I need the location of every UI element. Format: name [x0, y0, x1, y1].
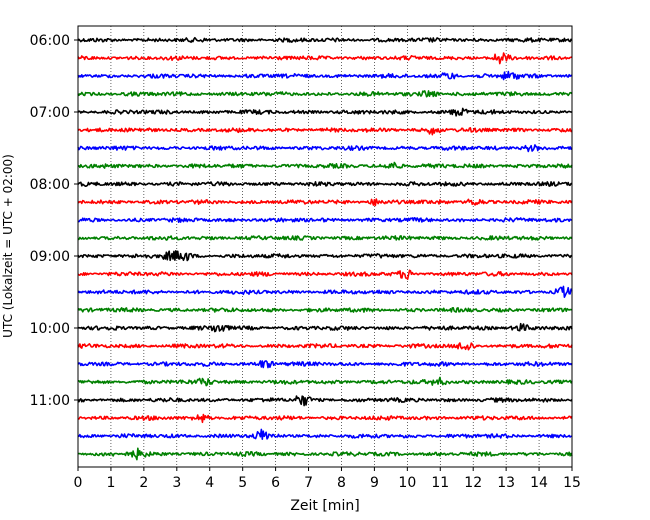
trace-line	[77, 144, 573, 153]
x-tick-label: 13	[497, 475, 515, 491]
x-tick-label: 1	[106, 475, 115, 491]
trace-line	[77, 127, 573, 136]
x-tick-label: 14	[530, 475, 548, 491]
trace-line	[77, 250, 573, 262]
y-tick-label: 09:00	[30, 249, 70, 265]
x-tick-label: 15	[563, 475, 581, 491]
x-tick-label: 6	[271, 475, 280, 491]
plot-background	[78, 26, 572, 467]
x-tick-label: 0	[74, 475, 83, 491]
trace-line	[77, 52, 573, 65]
trace-line	[77, 360, 573, 369]
trace-line	[77, 181, 573, 188]
x-tick-label: 10	[398, 475, 416, 491]
x-axis-label: Zeit [min]	[290, 498, 359, 514]
trace-line	[77, 217, 573, 224]
x-tick-label: 12	[464, 475, 482, 491]
y-tick-label: 06:00	[30, 33, 70, 49]
trace-line	[77, 413, 573, 424]
plot-frame	[77, 25, 573, 468]
trace-line	[77, 198, 573, 207]
trace-line	[77, 90, 573, 98]
y-tick-label: 08:00	[30, 177, 70, 193]
y-tick-label: 11:00	[30, 393, 70, 409]
trace-line	[77, 161, 573, 169]
trace-line	[77, 269, 573, 281]
x-tick-label: 8	[337, 475, 346, 491]
x-tick-label: 7	[304, 475, 313, 491]
trace-line	[77, 307, 573, 313]
trace-line	[77, 107, 573, 117]
trace-line	[77, 36, 573, 44]
trace-line	[77, 235, 573, 241]
trace-lines	[77, 36, 573, 461]
trace-line	[77, 70, 573, 81]
trace-line	[77, 376, 573, 387]
x-tick-label: 4	[205, 475, 214, 491]
x-tick-label: 2	[139, 475, 148, 491]
trace-line	[77, 322, 573, 333]
y-tick-label: 07:00	[30, 105, 70, 121]
y-axis-label: UTC (Lokalzeit = UTC + 02:00)	[1, 154, 15, 338]
trace-line	[77, 342, 573, 351]
y-tick-label: 10:00	[30, 321, 70, 337]
x-tick-label: 9	[370, 475, 379, 491]
x-tick-label: 5	[238, 475, 247, 491]
trace-line	[77, 285, 573, 298]
x-tick-label: 11	[431, 475, 449, 491]
trace-line	[77, 447, 573, 461]
x-axis-ticks: 0 1 2 3 4 5 6 7 8 9 10 11 12 13 14 15	[74, 467, 581, 491]
trace-line	[77, 428, 573, 441]
y-axis-ticks: 06:00 07:00 08:00 09:00 10:00 11:00	[30, 33, 78, 409]
trace-line	[77, 395, 573, 407]
x-tick-label: 3	[172, 475, 181, 491]
